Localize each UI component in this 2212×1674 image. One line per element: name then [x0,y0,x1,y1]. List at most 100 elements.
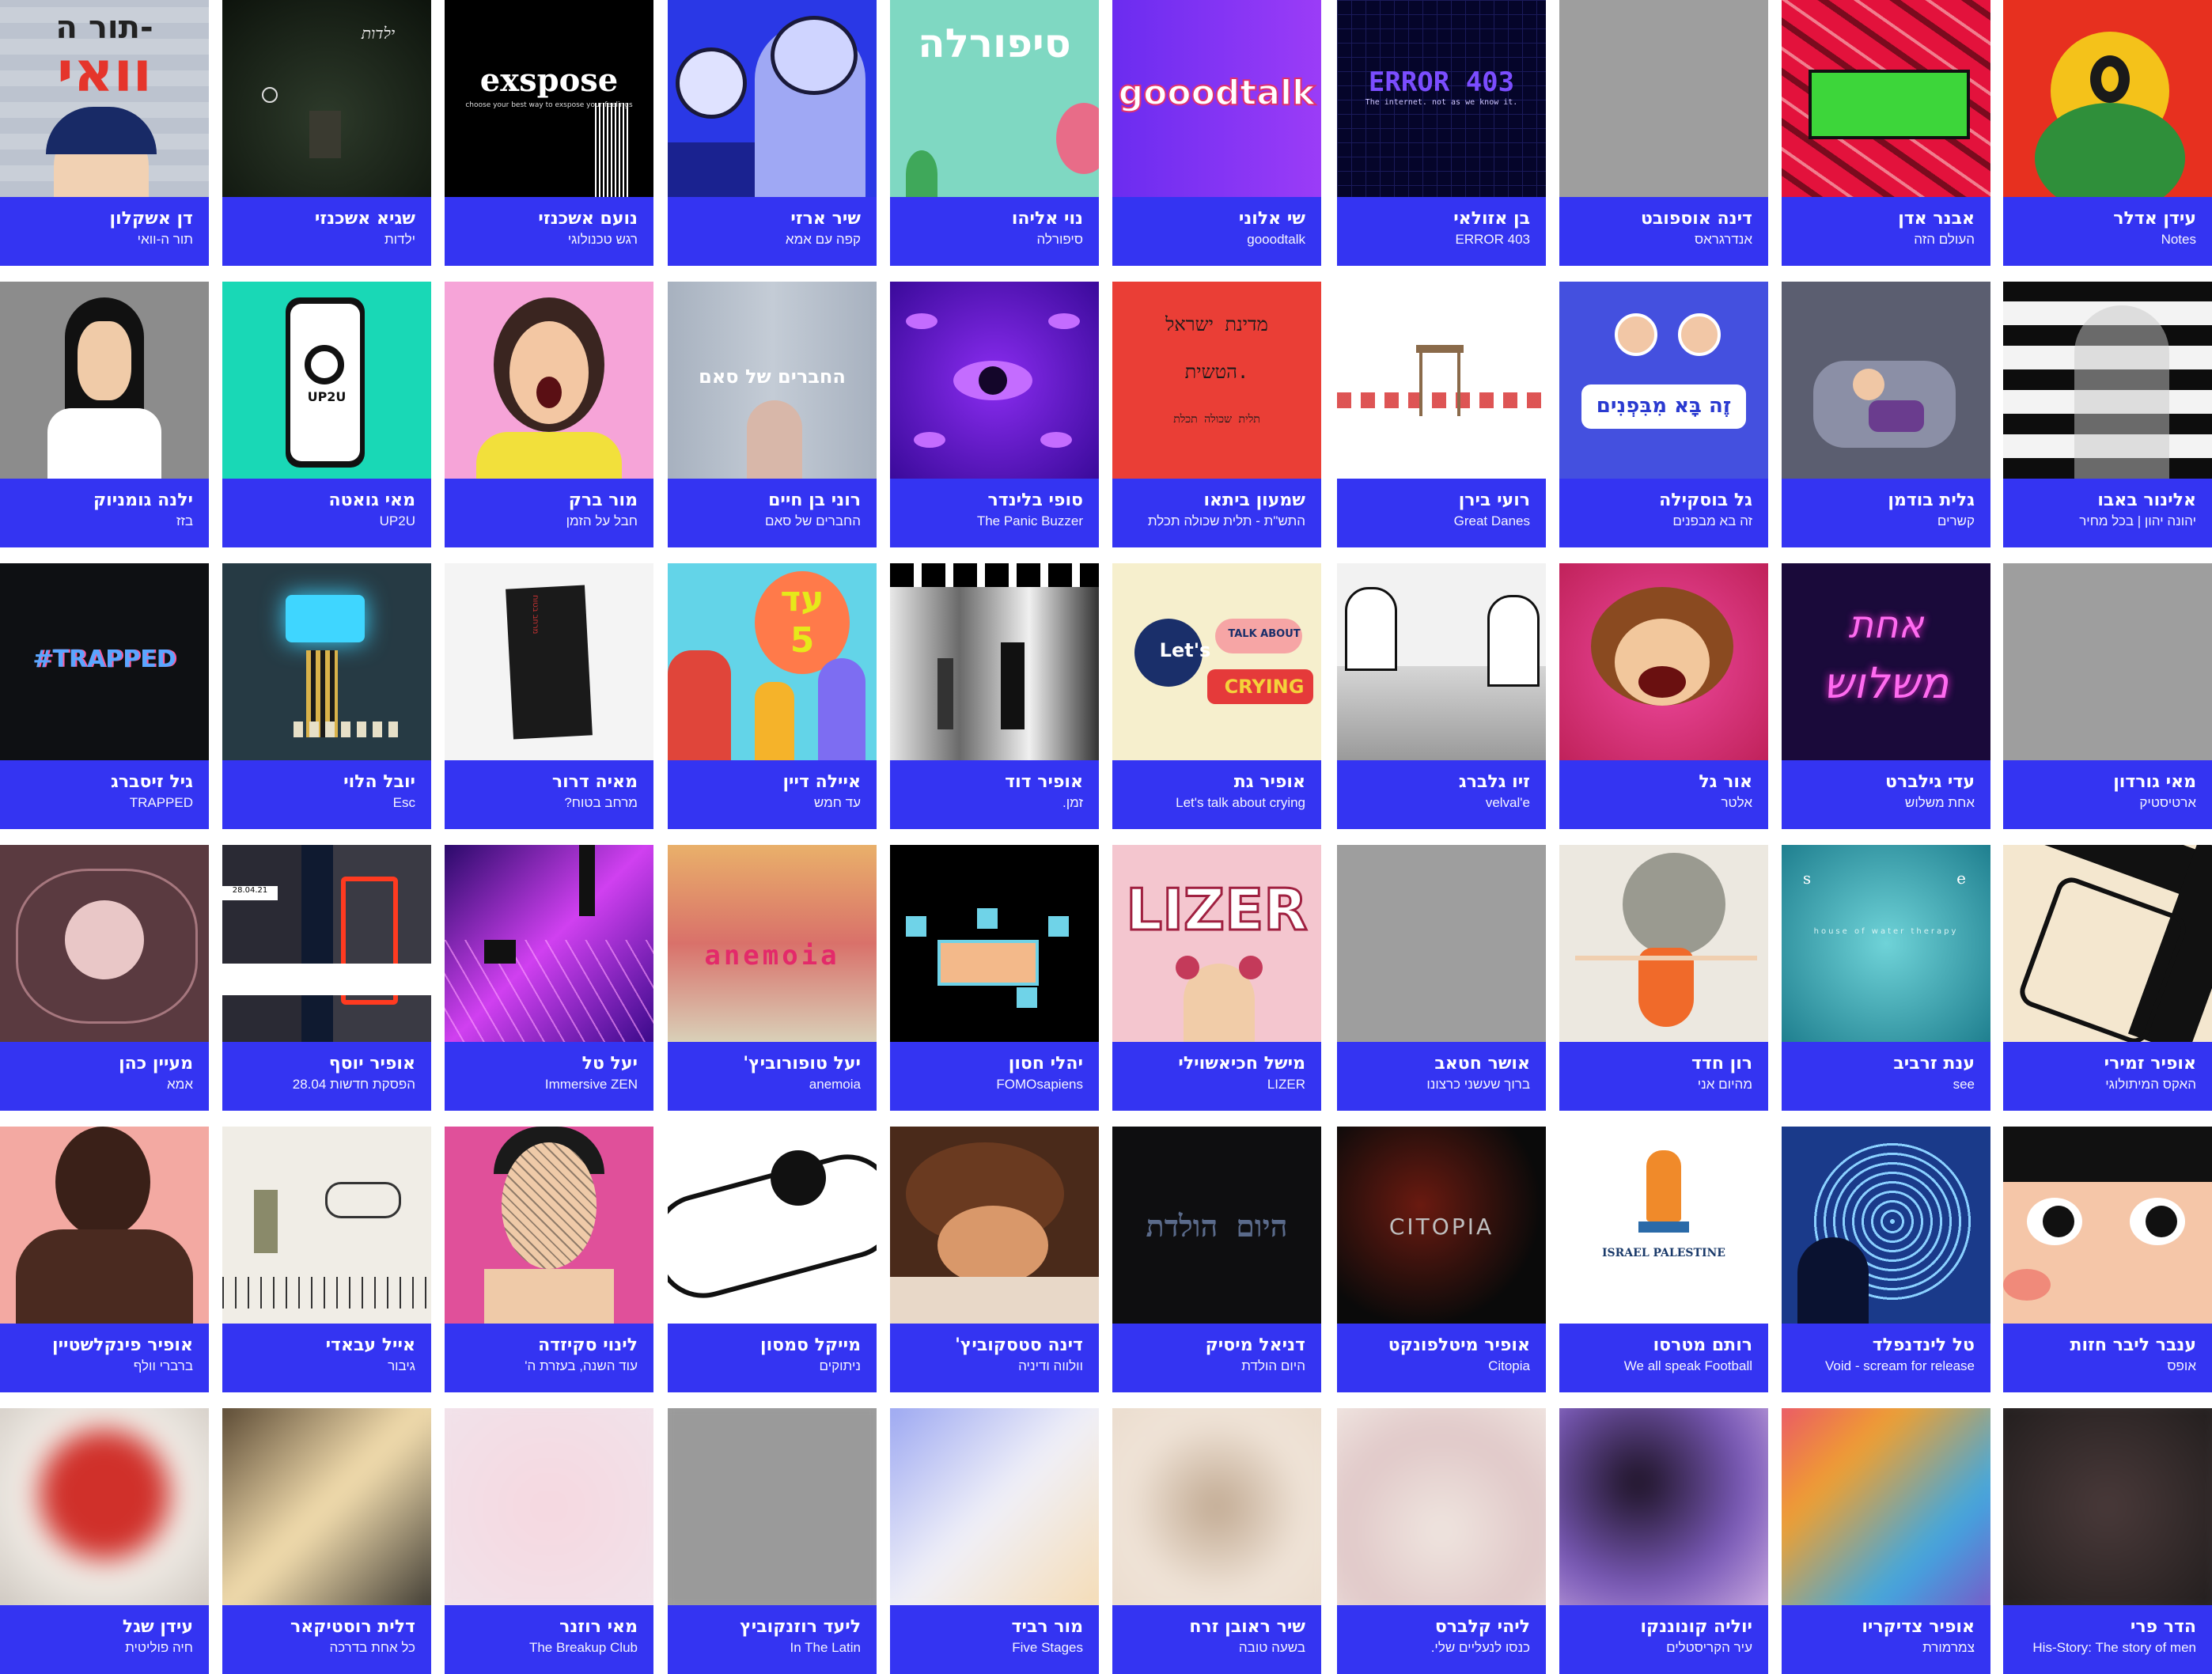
project-card[interactable]: אופיר דוד זמן. [890,563,1099,829]
project-card[interactable]: ילנה גומניוק בזז [0,282,209,547]
project-thumbnail[interactable]: מדינת ישראל הטשית. תלית שכולה תכלת [1112,282,1321,479]
project-thumbnail[interactable] [1782,1408,1990,1605]
project-card[interactable]: עד 5 איילה דיין עד חמש [668,563,877,829]
project-thumbnail[interactable]: exspose choose your best way to exspose y… [445,0,653,197]
project-thumbnail[interactable] [1559,845,1768,1042]
project-card[interactable]: אלינור באבו יהונה יהון | בכל מחיר [2003,282,2212,547]
project-thumbnail[interactable] [890,1127,1099,1324]
project-card[interactable]: מרחב בטוח מאיה דרור מרחב בטוח? [445,563,653,829]
project-card[interactable]: סופי בלינדר The Panic Buzzer [890,282,1099,547]
project-card[interactable]: אופיר פינקלשטיין ברברי וולף [0,1127,209,1392]
project-card[interactable]: Let's TALK ABOUT CRYING אופיר גת Let's talk … [1112,563,1321,829]
project-thumbnail[interactable] [1782,282,1990,479]
project-thumbnail[interactable]: CITOPIA [1337,1127,1546,1324]
project-thumbnail[interactable] [1337,282,1546,479]
project-card[interactable]: החברים של סאם רוני בן חיים החברים של סאם [668,282,877,547]
project-thumbnail[interactable]: ISRAEL PALESTINE [1559,1127,1768,1324]
project-thumbnail[interactable] [2003,282,2212,479]
project-card[interactable]: זֶה בָּא מִבִּפְנִים גל בוסקילה זה בא מבפנ… [1559,282,1768,547]
project-thumbnail[interactable]: gooodtalk [1112,0,1321,197]
project-thumbnail[interactable]: UP2U [222,282,431,479]
project-card[interactable]: ISRAEL PALESTINE רותם מטרסו We all speak F… [1559,1127,1768,1392]
project-card[interactable]: לינוי סקיזדה עוד השנה, בעזרת ה' [445,1127,653,1392]
project-card[interactable]: אופיר צדיקריו צמרמורת [1782,1408,1990,1674]
project-card[interactable]: רועי בירן Great Danes [1337,282,1546,547]
project-card[interactable]: LIZER מישל חכיאשוילי LIZER [1112,845,1321,1111]
project-card[interactable]: מאי רוזנר The Breakup Club [445,1408,653,1674]
project-card[interactable]: אייל עבאדי גיבור [222,1127,431,1392]
project-thumbnail[interactable] [1782,1127,1990,1324]
project-card[interactable]: עידן שגל חיה פוליטית [0,1408,209,1674]
project-thumbnail[interactable] [2003,563,2212,760]
project-card[interactable]: מור רביד Five Stages [890,1408,1099,1674]
project-thumbnail[interactable]: עד 5 [668,563,877,760]
project-card[interactable]: דינה סטסקוביץ' וולווה ודיניה [890,1127,1099,1392]
project-thumbnail[interactable] [668,0,877,197]
project-card[interactable]: מור ברק חבל על הזמן [445,282,653,547]
project-thumbnail[interactable]: החברים של סאם [668,282,877,479]
project-card[interactable]: ליהי קלברס כנסו לנעליים שלי. [1337,1408,1546,1674]
project-card[interactable]: יעל טל Immersive ZEN [445,845,653,1111]
project-thumbnail[interactable] [2003,1408,2212,1605]
project-thumbnail[interactable]: 28.04.21 [222,845,431,1042]
project-thumbnail[interactable]: s e house of water therapy [1782,845,1990,1042]
project-thumbnail[interactable]: LIZER [1112,845,1321,1042]
project-card[interactable]: רון חדד מהיום אני [1559,845,1768,1111]
project-card[interactable]: טל לינדנפלד Void - scream for release [1782,1127,1990,1392]
project-thumbnail[interactable]: זֶה בָּא מִבִּפְנִים [1559,282,1768,479]
project-thumbnail[interactable]: תור ה- וואי [0,0,209,197]
project-card[interactable]: אור גל אלטר [1559,563,1768,829]
project-thumbnail[interactable] [1337,845,1546,1042]
project-thumbnail[interactable] [222,563,431,760]
project-card[interactable]: דלית רוסטיקאר כל אחת בדרכה [222,1408,431,1674]
project-thumbnail[interactable] [0,1127,209,1324]
project-card[interactable]: שיר ארזי קפה עם אמא [668,0,877,266]
project-thumbnail[interactable] [1559,563,1768,760]
project-card[interactable]: s e house of water therapy ענת זרביב see [1782,845,1990,1111]
project-thumbnail[interactable] [445,1408,653,1605]
project-card[interactable]: ענבר ליבר חזות אופס [2003,1127,2212,1392]
project-thumbnail[interactable] [445,845,653,1042]
project-card[interactable]: anemoia יעל טופורוביץ' anemoia [668,845,877,1111]
project-thumbnail[interactable] [890,845,1099,1042]
project-thumbnail[interactable] [1337,1408,1546,1605]
project-card[interactable]: זיו גלברג velval'e [1337,563,1546,829]
project-card[interactable]: יובל הלוי Esc [222,563,431,829]
project-thumbnail[interactable] [890,563,1099,760]
project-thumbnail[interactable] [1337,563,1546,760]
project-card[interactable]: הדר פרי His-Story: The story of men [2003,1408,2212,1674]
project-thumbnail[interactable] [890,1408,1099,1605]
project-thumbnail[interactable]: ילדות [222,0,431,197]
project-card[interactable]: מייקל סמסון ניתוקים [668,1127,877,1392]
project-thumbnail[interactable]: ERROR 403 The internet. not as we know it… [1337,0,1546,197]
project-card[interactable]: UP2U מאי גואטה UP2U [222,282,431,547]
project-thumbnail[interactable]: Let's TALK ABOUT CRYING [1112,563,1321,760]
project-thumbnail[interactable] [668,1408,877,1605]
project-card[interactable]: ERROR 403 The internet. not as we know it… [1337,0,1546,266]
project-thumbnail[interactable] [1559,1408,1768,1605]
project-card[interactable]: עידן אדלר Notes [2003,0,2212,266]
project-thumbnail[interactable] [445,282,653,479]
project-card[interactable]: יהלי חסון FOMOsapiens [890,845,1099,1111]
project-thumbnail[interactable]: מרחב בטוח [445,563,653,760]
project-thumbnail[interactable] [1559,0,1768,197]
project-thumbnail[interactable]: #TRAPPED [0,563,209,760]
project-thumbnail[interactable] [2003,1127,2212,1324]
project-card[interactable]: מאי גורדון ארטיסטיק [2003,563,2212,829]
project-card[interactable]: אופיר זמירי האקס המיתולוגי [2003,845,2212,1111]
project-card[interactable]: מעיין כהן אמא [0,845,209,1111]
project-card[interactable]: שיר ראובן זרח בשעה טובה [1112,1408,1321,1674]
project-card[interactable]: אבנר אדן העולם הזה [1782,0,1990,266]
project-card[interactable]: תור ה- וואי דן אשקלון תור ה-וואי [0,0,209,266]
project-thumbnail[interactable] [668,1127,877,1324]
project-card[interactable]: יוליה קונוננקו עיר הקריסטלים [1559,1408,1768,1674]
project-thumbnail[interactable] [445,1127,653,1324]
project-thumbnail[interactable] [0,282,209,479]
project-card[interactable]: סיפורלה נוי אליהו סיפורלה [890,0,1099,266]
project-thumbnail[interactable] [890,282,1099,479]
project-card[interactable]: היום הולדת דניאל מיסיק היום הולדת [1112,1127,1321,1392]
project-thumbnail[interactable]: אחת משלוש [1782,563,1990,760]
project-thumbnail[interactable] [0,1408,209,1605]
project-thumbnail[interactable]: סיפורלה [890,0,1099,197]
project-card[interactable]: CITOPIA אופיר מיטלפונקט Citopia [1337,1127,1546,1392]
